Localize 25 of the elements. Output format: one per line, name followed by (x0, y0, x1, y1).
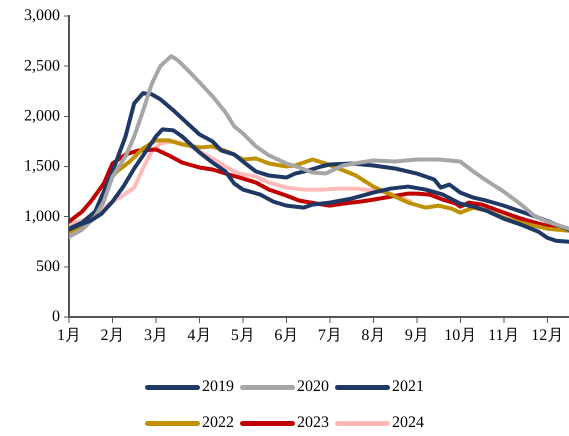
x-tick-label: 1月 (57, 326, 81, 344)
legend-label: 2022 (202, 414, 234, 432)
x-tick-label: 5月 (230, 326, 255, 344)
y-tick-label: 0 (52, 308, 60, 326)
y-tick-label: 2,500 (24, 57, 60, 74)
y-tick-label: 1,000 (24, 208, 60, 225)
x-tick-label: 7月 (318, 326, 342, 344)
x-tick-label: 6月 (274, 326, 298, 344)
x-tick-label: 2月 (100, 326, 124, 344)
legend-label: 2024 (392, 414, 424, 432)
x-tick-label: 12月 (531, 326, 564, 344)
x-tick-label: 4月 (187, 326, 212, 344)
legend-label: 2020 (297, 378, 329, 396)
y-tick-label: 500 (36, 258, 60, 276)
x-tick-label: 3月 (144, 326, 168, 344)
y-tick-label: 1,500 (24, 158, 60, 175)
legend-label: 2023 (297, 414, 329, 432)
legend-label: 2021 (392, 378, 424, 396)
x-tick-label: 9月 (404, 326, 429, 344)
x-tick-label: 10月 (444, 326, 476, 344)
y-tick-label: 3,000 (24, 7, 60, 24)
legend-label: 2019 (202, 378, 234, 396)
x-tick-label: 11月 (488, 326, 520, 344)
y-tick-label: 2,000 (24, 108, 60, 125)
x-tick-label: 8月 (361, 326, 386, 344)
